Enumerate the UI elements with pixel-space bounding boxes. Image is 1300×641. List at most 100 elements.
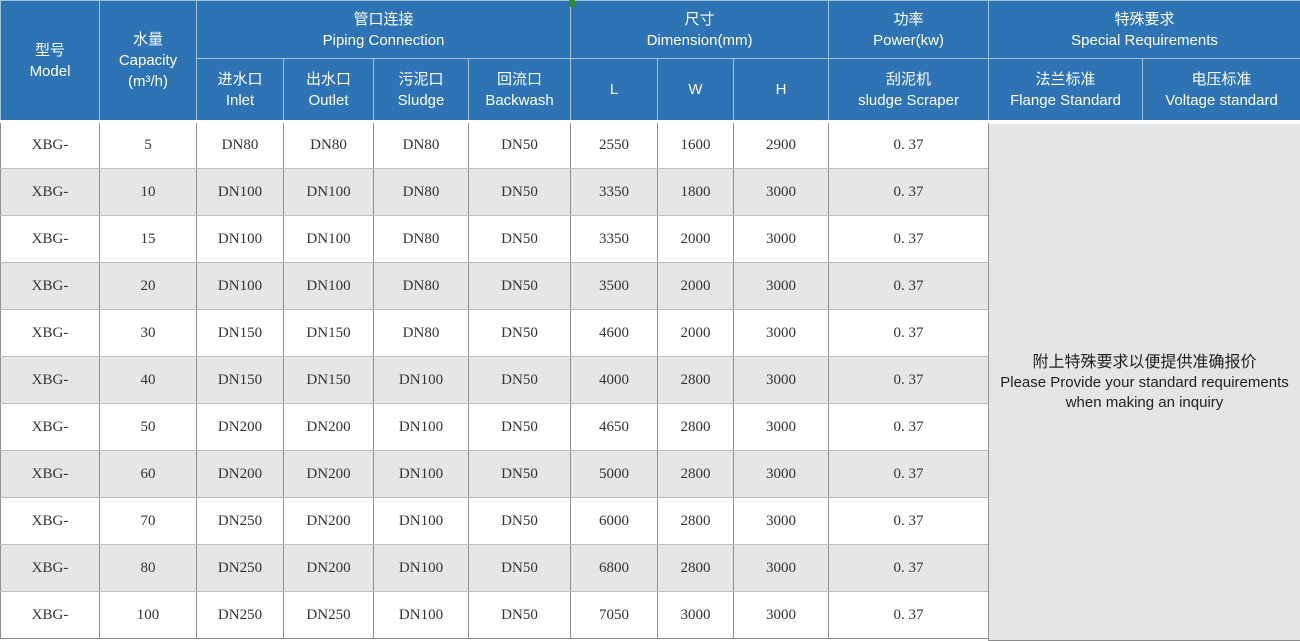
cell-length: 6000	[570, 497, 659, 545]
cell-height: 3000	[733, 544, 830, 592]
cell-height: 3000	[733, 262, 830, 310]
cell-sludge: DN100	[373, 450, 469, 498]
header-group-row: 型号 Model 水量 Capacity (m³/h) 管口连接 Piping …	[0, 0, 1300, 122]
cell-model: XBG-	[0, 497, 100, 545]
cell-outlet: DN100	[283, 262, 374, 310]
column-group-dimension: 尺寸 Dimension(mm)	[570, 0, 830, 59]
cell-power: 0. 37	[828, 403, 990, 451]
cell-length: 4650	[570, 403, 659, 451]
cell-inlet: DN250	[196, 497, 284, 545]
cell-model: XBG-	[0, 450, 100, 498]
cell-width: 2000	[657, 309, 735, 357]
column-header-height: H	[733, 58, 830, 122]
table-row: XBG- 30 DN150 DN150 DN80 DN50 4600 2000 …	[0, 309, 1300, 357]
cell-power: 0. 37	[828, 309, 990, 357]
cell-outlet: DN100	[283, 215, 374, 263]
cell-height: 2900	[733, 121, 830, 169]
cell-sludge: DN80	[373, 309, 469, 357]
cell-height: 3000	[733, 591, 830, 639]
cell-sludge: DN80	[373, 168, 469, 216]
cell-inlet: DN250	[196, 544, 284, 592]
table-row: XBG- 10 DN100 DN100 DN80 DN50 3350 1800 …	[0, 168, 1300, 216]
cell-sludge: DN100	[373, 544, 469, 592]
cell-power: 0. 37	[828, 215, 990, 263]
cell-height: 3000	[733, 450, 830, 498]
cell-model: XBG-	[0, 121, 100, 169]
column-group-piping-connection: 管口连接 Piping Connection	[195, 0, 572, 59]
cell-inlet: DN150	[196, 309, 284, 357]
cell-backwash: DN50	[467, 450, 572, 498]
cell-sludge: DN100	[373, 497, 469, 545]
note-line-english-2: when making an inquiry	[1065, 393, 1224, 411]
cell-model: XBG-	[0, 403, 100, 451]
cell-width: 1800	[657, 168, 735, 216]
cell-capacity: 50	[99, 403, 197, 451]
column-header-model: 型号 Model	[0, 0, 100, 122]
cell-outlet: DN200	[283, 497, 374, 545]
cell-backwash: DN50	[467, 215, 572, 263]
table-row: XBG- 80 DN250 DN200 DN100 DN50 6800 2800…	[0, 544, 1300, 592]
cell-sludge: DN80	[373, 121, 469, 169]
cell-width: 2000	[657, 215, 735, 263]
cell-inlet: DN200	[196, 450, 284, 498]
table-row: XBG- 5 DN80 DN80 DN80 DN50 2550 1600 290…	[0, 121, 1300, 169]
cell-backwash: DN50	[467, 544, 572, 592]
cell-capacity: 30	[99, 309, 197, 357]
note-line-english-1: Please Provide your standard requirement…	[1000, 373, 1289, 391]
column-header-outlet: 出水口 Outlet	[283, 58, 374, 122]
column-header-capacity: 水量 Capacity (m³/h)	[99, 0, 197, 122]
column-header-inlet: 进水口 Inlet	[196, 58, 284, 122]
cell-power: 0. 37	[828, 591, 990, 639]
cell-inlet: DN250	[196, 591, 284, 639]
cell-outlet: DN150	[283, 356, 374, 404]
cell-power: 0. 37	[828, 356, 990, 404]
column-header-flange-standard: 法兰标准 Flange Standard	[988, 58, 1144, 122]
cell-model: XBG-	[0, 262, 100, 310]
cell-sludge: DN100	[373, 403, 469, 451]
cell-width: 3000	[657, 591, 735, 639]
table-row: XBG- 70 DN250 DN200 DN100 DN50 6000 2800…	[0, 497, 1300, 545]
cell-outlet: DN250	[283, 591, 374, 639]
cell-length: 5000	[570, 450, 659, 498]
table-header: 型号 Model 水量 Capacity (m³/h) 管口连接 Piping …	[0, 0, 1300, 122]
cell-backwash: DN50	[467, 403, 572, 451]
cell-outlet: DN200	[283, 403, 374, 451]
cell-length: 6800	[570, 544, 659, 592]
cell-length: 3350	[570, 215, 659, 263]
table-row: XBG- 15 DN100 DN100 DN80 DN50 3350 2000 …	[0, 215, 1300, 263]
column-header-sludge-scraper: 刮泥机 sludge Scraper	[828, 58, 990, 122]
cell-inlet: DN80	[196, 121, 284, 169]
table-row: XBG- 50 DN200 DN200 DN100 DN50 4650 2800…	[0, 403, 1300, 451]
column-header-backwash: 回流口 Backwash	[467, 58, 572, 122]
cell-outlet: DN150	[283, 309, 374, 357]
table-row: XBG- 40 DN150 DN150 DN100 DN50 4000 2800…	[0, 356, 1300, 404]
cell-sludge: DN100	[373, 356, 469, 404]
cell-backwash: DN50	[467, 356, 572, 404]
cell-length: 4000	[570, 356, 659, 404]
cell-capacity: 100	[99, 591, 197, 639]
cell-width: 2800	[657, 544, 735, 592]
cell-inlet: DN150	[196, 356, 284, 404]
cell-height: 3000	[733, 403, 830, 451]
cell-outlet: DN80	[283, 121, 374, 169]
cell-capacity: 20	[99, 262, 197, 310]
cell-outlet: DN200	[283, 450, 374, 498]
cell-model: XBG-	[0, 591, 100, 639]
cell-width: 2800	[657, 356, 735, 404]
cell-inlet: DN100	[196, 168, 284, 216]
cell-width: 2800	[657, 450, 735, 498]
cell-power: 0. 37	[828, 497, 990, 545]
column-header-width: W	[657, 58, 735, 122]
column-header-length: L	[570, 58, 659, 122]
cell-backwash: DN50	[467, 591, 572, 639]
cell-power: 0. 37	[828, 544, 990, 592]
cell-capacity: 60	[99, 450, 197, 498]
column-group-special-requirements: 特殊要求 Special Requirements	[988, 0, 1300, 59]
cell-length: 3350	[570, 168, 659, 216]
cell-model: XBG-	[0, 309, 100, 357]
cell-length: 7050	[570, 591, 659, 639]
column-header-sludge: 污泥口 Sludge	[373, 58, 469, 122]
cell-backwash: DN50	[467, 309, 572, 357]
cell-backwash: DN50	[467, 121, 572, 169]
